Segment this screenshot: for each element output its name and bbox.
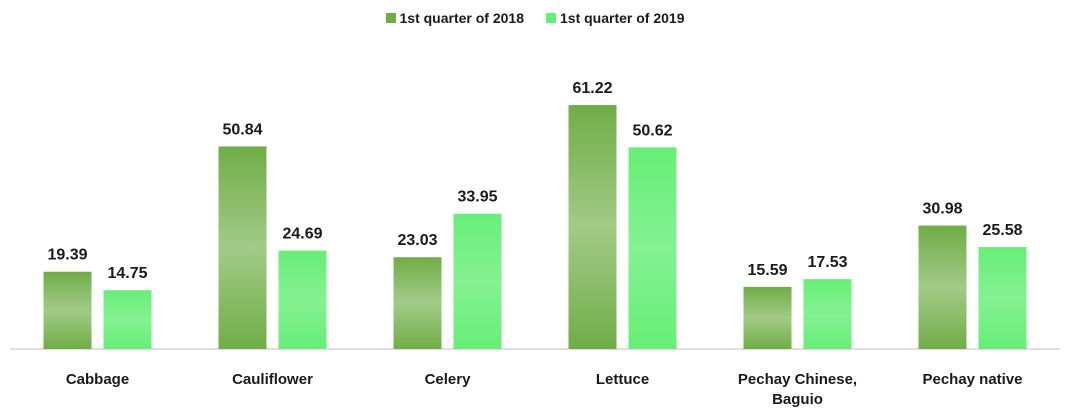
- legend-swatch: [546, 13, 556, 23]
- bar: [568, 105, 617, 349]
- x-tick-label: Pechay Chinese, Baguio: [737, 371, 858, 408]
- value-label: 15.59: [747, 262, 787, 279]
- bar: [918, 225, 967, 349]
- value-label: 50.62: [632, 122, 672, 139]
- value-label: 14.75: [107, 265, 147, 282]
- x-tick-label: Cauliflower: [232, 371, 313, 388]
- legend-item: 1st quarter of 2019: [546, 10, 685, 26]
- value-label: 61.22: [572, 80, 612, 97]
- bar: [43, 271, 92, 349]
- legend-swatch: [385, 13, 396, 23]
- legend-item: 1st quarter of 2018: [385, 10, 525, 26]
- legend-label: 1st quarter of 2019: [560, 10, 685, 26]
- x-tick-label: Celery: [424, 371, 471, 388]
- x-tick-label: Cabbage: [65, 371, 130, 388]
- bar: [978, 247, 1027, 349]
- value-label: 25.58: [982, 222, 1022, 239]
- bar: [278, 250, 327, 349]
- value-label: 17.53: [807, 254, 847, 271]
- value-label: 30.98: [922, 201, 962, 218]
- x-tick-label: Lettuce: [595, 371, 650, 388]
- bar: [218, 146, 267, 349]
- value-label: 50.84: [222, 121, 262, 138]
- bar: [393, 257, 442, 349]
- bar: [803, 279, 852, 349]
- value-label: 33.95: [457, 189, 497, 206]
- bar: [628, 147, 677, 349]
- legend-label: 1st quarter of 2018: [399, 10, 525, 26]
- bar: [103, 290, 152, 349]
- legend: 1st quarter of 2018 1st quarter of 2019: [0, 10, 1070, 26]
- value-label: 24.69: [282, 226, 322, 243]
- value-label: 19.39: [47, 247, 87, 264]
- bar: [453, 213, 502, 349]
- bar: [743, 286, 792, 349]
- x-tick-label: Pechay native: [922, 371, 1023, 388]
- value-label: 23.03: [397, 232, 437, 249]
